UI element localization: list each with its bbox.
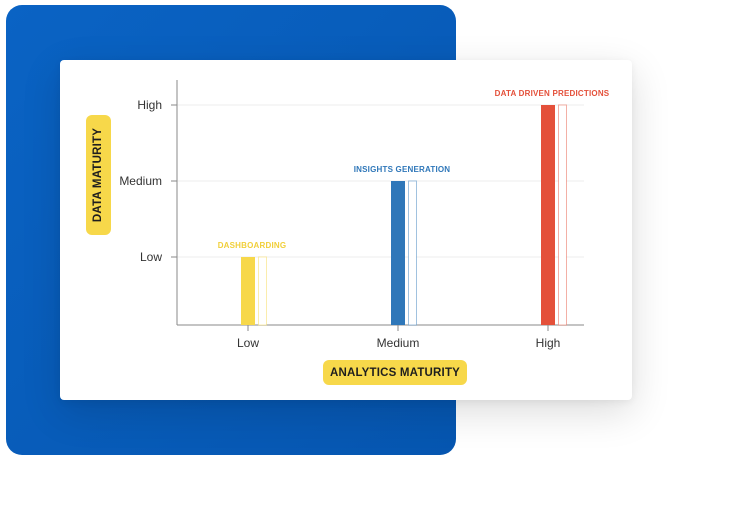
y-axis-title: DATA MATURITY [86, 115, 111, 235]
x-axis-title: ANALYTICS MATURITY [323, 360, 467, 385]
bar-label-high: DATA DRIVEN PREDICTIONS [495, 89, 610, 98]
x-tick-label-low: Low [237, 336, 259, 350]
bar-high [541, 105, 555, 325]
bar-outline-medium [408, 180, 417, 326]
bar-medium [391, 181, 405, 325]
bar-low [241, 257, 255, 325]
x-tick-label-medium: Medium [377, 336, 420, 350]
y-tick-label-low: Low [140, 250, 162, 264]
y-axis-title-text: DATA MATURITY [92, 127, 105, 223]
x-tick-label-high: High [536, 336, 561, 350]
bar-outline-high [558, 104, 567, 326]
y-tick-label-high: High [137, 98, 162, 112]
bar-label-low: DASHBOARDING [218, 241, 287, 250]
y-tick-label-medium: Medium [119, 174, 162, 188]
chart-card [60, 60, 632, 400]
bar-label-medium: INSIGHTS GENERATION [354, 165, 451, 174]
bar-outline-low [258, 256, 267, 326]
